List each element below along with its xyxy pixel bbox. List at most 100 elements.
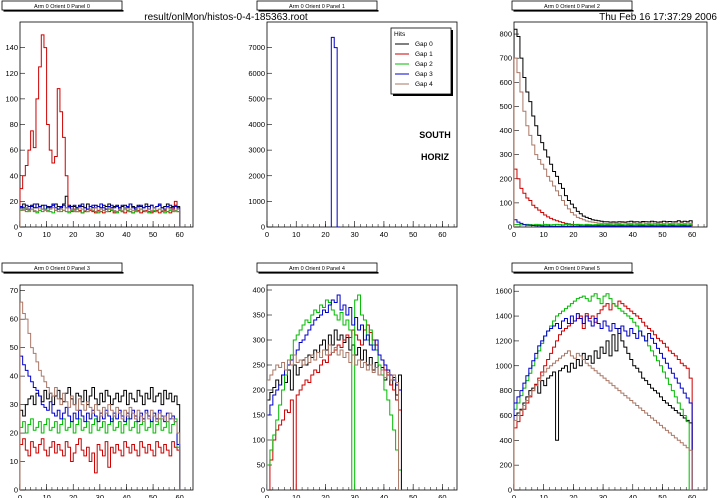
y-tick-label: 400 xyxy=(252,286,265,295)
plot-frame xyxy=(19,284,194,491)
x-tick-label: 40 xyxy=(122,230,130,239)
y-tick-label: 100 xyxy=(252,436,265,445)
panel-title-shadow xyxy=(258,272,379,274)
x-tick-label: 0 xyxy=(18,230,22,239)
y-tick-label: 1000 xyxy=(495,361,512,370)
x-tick-label: 30 xyxy=(351,230,359,239)
panel-3: Arm 0 Orient 0 Panel 3 0 10 20 30 40 50 60 0 10 20… xyxy=(1,262,194,498)
series-gap-1 xyxy=(514,300,693,490)
x-tick-label: 60 xyxy=(176,493,184,498)
x-tick-label: 20 xyxy=(321,493,329,498)
y-tick-label: 200 xyxy=(252,386,265,395)
y-tick-label: 300 xyxy=(252,336,265,345)
panel-2: Arm 0 Orient 0 Panel 20 10 20 30 40 50 6001002… xyxy=(499,0,708,239)
series-gap-4 xyxy=(20,207,181,227)
series-gap-3 xyxy=(330,36,341,227)
x-tick-label: 30 xyxy=(96,230,104,239)
x-tick-label: 20 xyxy=(569,493,577,498)
x-tick-label: 10 xyxy=(292,230,300,239)
y-tick-label: 10 xyxy=(10,457,18,466)
legend-entry: Gap 4 xyxy=(415,81,433,88)
panel-title: Arm 0 Orient 0 Panel 1 xyxy=(289,4,345,10)
series-gap-3 xyxy=(514,313,693,490)
x-tick-label: 60 xyxy=(688,230,696,239)
y-tick-label: 1400 xyxy=(495,312,512,321)
panel-title-shadow xyxy=(513,272,634,274)
y-tick-label: 2000 xyxy=(248,171,265,180)
y-tick-label: 7000 xyxy=(248,43,265,52)
x-tick-label: 0 xyxy=(512,493,516,498)
legend-entry: Gap 1 xyxy=(415,51,433,58)
y-tick-label: 5000 xyxy=(248,94,265,103)
series-gap-0 xyxy=(20,387,181,490)
x-tick-label: 30 xyxy=(351,493,359,498)
x-tick-label: 30 xyxy=(96,493,104,498)
y-tick-label: 0 xyxy=(508,486,512,495)
panel-title-shadow xyxy=(3,272,124,274)
y-tick-label: 800 xyxy=(499,30,512,39)
y-tick-label: 250 xyxy=(252,361,265,370)
y-tick-label: 350 xyxy=(252,311,265,320)
panel-0: Arm 0 Orient 0 Panel 0 0 10 20 30 40 50 60 0 20 40… xyxy=(1,0,194,239)
y-tick-label: 0 xyxy=(14,223,18,232)
y-tick-label: 100 xyxy=(499,198,512,207)
x-tick-label: 20 xyxy=(321,230,329,239)
x-tick-label: 50 xyxy=(149,230,157,239)
plot-frame xyxy=(19,21,194,228)
panel-title-shadow xyxy=(258,10,379,12)
y-tick-label: 40 xyxy=(10,372,18,381)
panel-title-shadow xyxy=(513,10,634,12)
y-tick-label: 700 xyxy=(499,54,512,63)
x-tick-label: 40 xyxy=(629,230,637,239)
annotation-horiz: HORIZ xyxy=(421,152,450,162)
x-tick-label: 0 xyxy=(265,230,269,239)
x-tick-label: 0 xyxy=(265,493,269,498)
series-gap-2 xyxy=(514,293,693,490)
series-gap-1 xyxy=(20,438,181,490)
y-tick-label: 200 xyxy=(499,174,512,183)
x-tick-label: 50 xyxy=(409,493,417,498)
y-tick-label: 70 xyxy=(10,286,18,295)
panel-title: Arm 0 Orient 0 Panel 2 xyxy=(544,4,600,10)
panel-title: Arm 0 Orient 0 Panel 4 xyxy=(289,266,345,272)
x-tick-label: 60 xyxy=(438,493,446,498)
x-tick-label: 40 xyxy=(122,493,130,498)
x-tick-label: 40 xyxy=(380,230,388,239)
series-gap-4 xyxy=(267,344,402,490)
series-gap-1 xyxy=(514,168,693,227)
y-tick-label: 500 xyxy=(499,102,512,111)
y-tick-label: 150 xyxy=(252,411,265,420)
x-tick-label: 20 xyxy=(569,230,577,239)
y-tick-label: 1600 xyxy=(495,287,512,296)
series-gap-0 xyxy=(514,327,693,490)
y-tick-label: 100 xyxy=(5,94,18,103)
series-gap-2 xyxy=(514,223,693,227)
x-tick-label: 0 xyxy=(512,230,516,239)
y-tick-label: 30 xyxy=(10,400,18,409)
x-tick-label: 20 xyxy=(69,493,77,498)
y-tick-label: 0 xyxy=(14,486,18,495)
x-tick-label: 50 xyxy=(149,493,157,498)
x-tick-label: 40 xyxy=(629,493,637,498)
x-tick-label: 10 xyxy=(540,493,548,498)
y-tick-label: 300 xyxy=(499,150,512,159)
series-gap-4 xyxy=(20,301,181,490)
x-tick-label: 60 xyxy=(176,230,184,239)
y-tick-label: 400 xyxy=(499,126,512,135)
panel-title: Arm 0 Orient 0 Panel 0 xyxy=(34,4,90,10)
y-tick-label: 0 xyxy=(261,486,265,495)
x-tick-label: 50 xyxy=(409,230,417,239)
plot-frame xyxy=(266,284,458,491)
x-tick-label: 50 xyxy=(658,230,666,239)
series-gap-1 xyxy=(20,34,181,227)
series-gap-4 xyxy=(514,350,693,490)
legend-entry: Gap 3 xyxy=(415,71,433,78)
series-gap-2 xyxy=(267,294,402,490)
legend-entry: Gap 0 xyxy=(415,41,433,48)
y-tick-label: 140 xyxy=(5,43,18,52)
plot-frame xyxy=(513,284,708,491)
y-tick-label: 6000 xyxy=(248,69,265,78)
annotation-south: SOUTH xyxy=(419,130,451,140)
panel-title: Arm 0 Orient 0 Panel 3 xyxy=(34,266,90,272)
